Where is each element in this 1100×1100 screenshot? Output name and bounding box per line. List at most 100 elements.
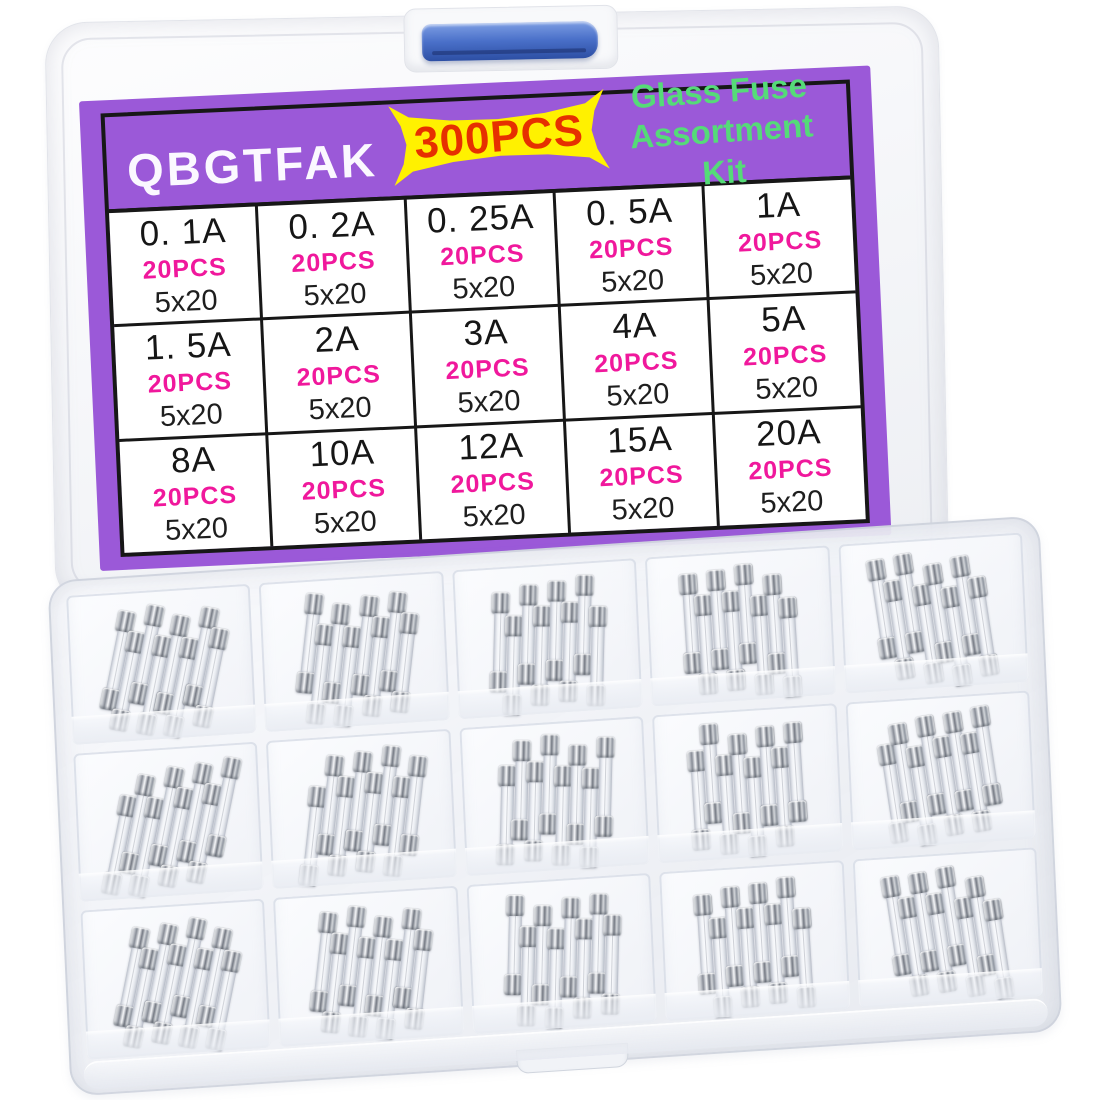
fuse-size: 5x20 (462, 498, 527, 534)
amp-rating: 1A (755, 184, 802, 226)
fuse-top-cap (401, 907, 422, 931)
fuse-top-cap (762, 573, 783, 596)
spec-cell-5A: 5A 20PCS 5x20 (709, 293, 861, 412)
fuse-top-cap (792, 907, 812, 930)
fuse-glass-body (796, 928, 813, 988)
fuse-size: 5x20 (600, 263, 665, 299)
fuse-bottom-cap (355, 850, 376, 874)
compartment-r1c2 (259, 570, 450, 732)
fuse-top-cap (949, 554, 971, 579)
fuse-cluster (270, 745, 455, 888)
fuse-bottom-cap (192, 704, 215, 729)
compartment-r1c4 (644, 545, 836, 707)
fuse-glass-body (394, 632, 414, 692)
fuse-top-cap (533, 905, 553, 927)
latch (421, 21, 599, 62)
compartment-r1c1 (66, 583, 257, 745)
spec-cell-20A: 20A 20PCS 5x20 (714, 407, 866, 526)
fuse-bottom-cap (398, 834, 419, 857)
fuse-cluster (656, 721, 841, 858)
count-badge: 300PCS (388, 89, 610, 186)
fuse-bottom-cap (579, 847, 599, 869)
fuse-cluster (856, 865, 1041, 1000)
fuse-bottom-cap (601, 993, 620, 1015)
glass-fuse (586, 605, 608, 706)
fuse-bottom-cap (692, 828, 712, 852)
piece-count: 20PCS (588, 232, 674, 265)
glass-fuse (594, 736, 615, 838)
fuse-cluster (456, 574, 641, 716)
compartment-r2c1 (73, 741, 264, 903)
fuse-bottom-cap (894, 656, 916, 681)
fuse-bottom-cap (157, 864, 180, 889)
organizer-box (47, 515, 1063, 1097)
spec-table: 0. 1A 20PCS 5x20 0. 2A 20PCS 5x20 0. 25A 20PCS 5… (108, 175, 866, 553)
piece-count: 20PCS (290, 245, 377, 278)
spec-cell-10A: 10A 20PCS 5x20 (268, 428, 420, 547)
fuse-bottom-cap (128, 874, 150, 899)
fuse-bottom-cap (496, 844, 515, 866)
fuse-size: 5x20 (451, 270, 516, 306)
fuse-top-cap (776, 876, 796, 899)
compartment-r3c2 (273, 885, 465, 1047)
fuse-bottom-cap (888, 820, 910, 845)
compartment-r3c3 (466, 873, 658, 1034)
compartment-r2c5 (845, 689, 1036, 851)
fuse-cluster (842, 552, 1027, 687)
fuse-top-cap (575, 574, 594, 596)
fuse-top-cap (198, 605, 221, 630)
fuse-top-cap (892, 552, 914, 576)
fuse-size: 5x20 (302, 277, 368, 313)
compartment-r1c3 (452, 558, 643, 719)
amp-rating: 12A (457, 425, 525, 468)
piece-count: 20PCS (450, 467, 536, 500)
fuse-bottom-cap (347, 1015, 368, 1038)
fuse-bottom-cap (177, 1025, 200, 1049)
piece-count: 20PCS (737, 225, 823, 258)
compartment-r2c4 (652, 702, 843, 864)
fuse-bottom-cap (389, 690, 410, 714)
fuse-top-cap (547, 580, 566, 602)
fuse-top-cap (778, 596, 798, 619)
amp-rating: 1. 5A (143, 324, 233, 368)
fuse-bottom-cap (573, 997, 592, 1019)
compartment-r2c2 (266, 728, 457, 890)
fuse-bottom-cap (551, 844, 571, 866)
piece-count: 20PCS (141, 252, 228, 285)
amp-rating: 10A (308, 432, 376, 475)
compartment-grid (66, 532, 1044, 1060)
fuse-bottom-cap (517, 1005, 536, 1027)
fuse-bottom-cap (100, 872, 123, 897)
fuse-bottom-cap (776, 825, 796, 848)
fuse-size: 5x20 (610, 492, 676, 528)
fuse-top-cap (865, 557, 887, 582)
fuse-bottom-cap (908, 973, 930, 998)
fuse-bottom-cap (978, 652, 1000, 677)
fuse-bottom-cap (545, 1007, 564, 1029)
fuse-top-cap (678, 572, 698, 596)
fuse-bottom-cap (185, 860, 208, 885)
product-title: Glass Fuse Assortment Kit (603, 63, 840, 199)
fuse-bottom-cap (923, 660, 945, 685)
fuse-bottom-cap (375, 1017, 396, 1040)
fuse-top-cap (407, 755, 428, 778)
fuse-bottom-cap (783, 674, 803, 698)
fuse-top-cap (699, 723, 719, 746)
box-lid: QBGTFAK 300PCS Glass Fuse Assortment Kit… (44, 4, 950, 609)
fuse-cluster (84, 916, 269, 1052)
fuse-top-cap (128, 926, 151, 951)
fuse-bottom-cap (361, 694, 382, 717)
compartment-r3c1 (80, 898, 272, 1060)
fuse-bottom-cap (971, 809, 993, 834)
fuse-bottom-cap (594, 816, 613, 838)
fuse-bottom-cap (720, 833, 740, 856)
glass-fuse (778, 596, 803, 698)
fuse-top-cap (330, 602, 351, 625)
fuse-bottom-cap (524, 840, 543, 862)
fuse-cluster (463, 734, 648, 869)
fuse-top-cap (561, 897, 581, 919)
fuse-bottom-cap (205, 834, 227, 858)
amp-rating: 3A (462, 312, 510, 354)
label-frame: QBGTFAK 300PCS Glass Fuse Assortment Kit… (100, 66, 870, 558)
